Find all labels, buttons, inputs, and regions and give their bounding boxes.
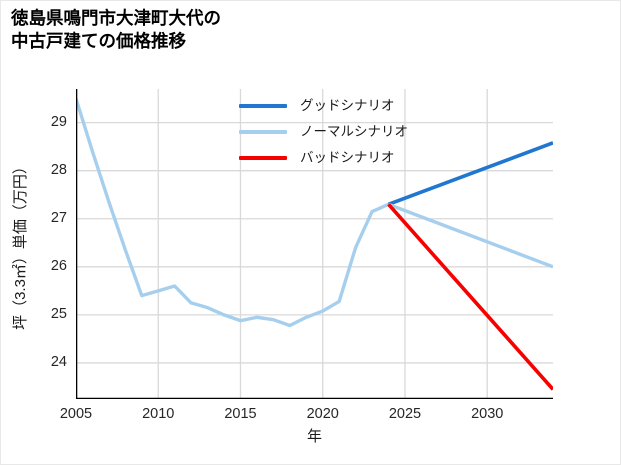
line-chart	[76, 89, 553, 399]
legend-label: バッドシナリオ	[300, 150, 395, 166]
chart-title: 徳島県鳴門市大津町大代の 中古戸建ての価格推移	[11, 8, 221, 52]
series-line-3	[387, 203, 553, 391]
y-axis-label: 坪（3.3㎡）単価（万円）	[11, 158, 29, 330]
legend-item: ノーマルシナリオ	[239, 119, 408, 145]
x-tick-label: 2025	[388, 406, 422, 422]
x-axis-label: 年	[306, 428, 322, 445]
x-tick-label: 2005	[59, 406, 93, 422]
y-tick-label: 29	[50, 113, 67, 130]
series-line-1	[387, 141, 553, 207]
legend-label: グッドシナリオ	[300, 98, 395, 114]
x-tick-label: 2015	[224, 406, 257, 422]
chart-legend: グッドシナリオ ノーマルシナリオ バッドシナリオ	[239, 93, 408, 171]
series-line-0	[76, 98, 390, 328]
legend-item: グッドシナリオ	[239, 93, 408, 119]
legend-swatch-icon	[239, 130, 287, 134]
plot-area	[76, 89, 553, 399]
y-tick-label: 24	[50, 353, 67, 370]
x-tick-label: 2020	[306, 406, 339, 422]
y-tick-label: 27	[50, 209, 67, 226]
legend-swatch-icon	[239, 104, 287, 108]
series-line-2	[387, 202, 553, 269]
legend-label: ノーマルシナリオ	[300, 124, 408, 140]
y-tick-label: 28	[50, 161, 67, 178]
legend-swatch-icon	[239, 156, 287, 160]
y-tick-label: 25	[50, 305, 67, 322]
x-tick-label: 2010	[142, 406, 175, 422]
y-tick-label: 26	[50, 257, 67, 274]
legend-item: バッドシナリオ	[239, 145, 408, 171]
x-tick-label: 2030	[471, 406, 504, 422]
